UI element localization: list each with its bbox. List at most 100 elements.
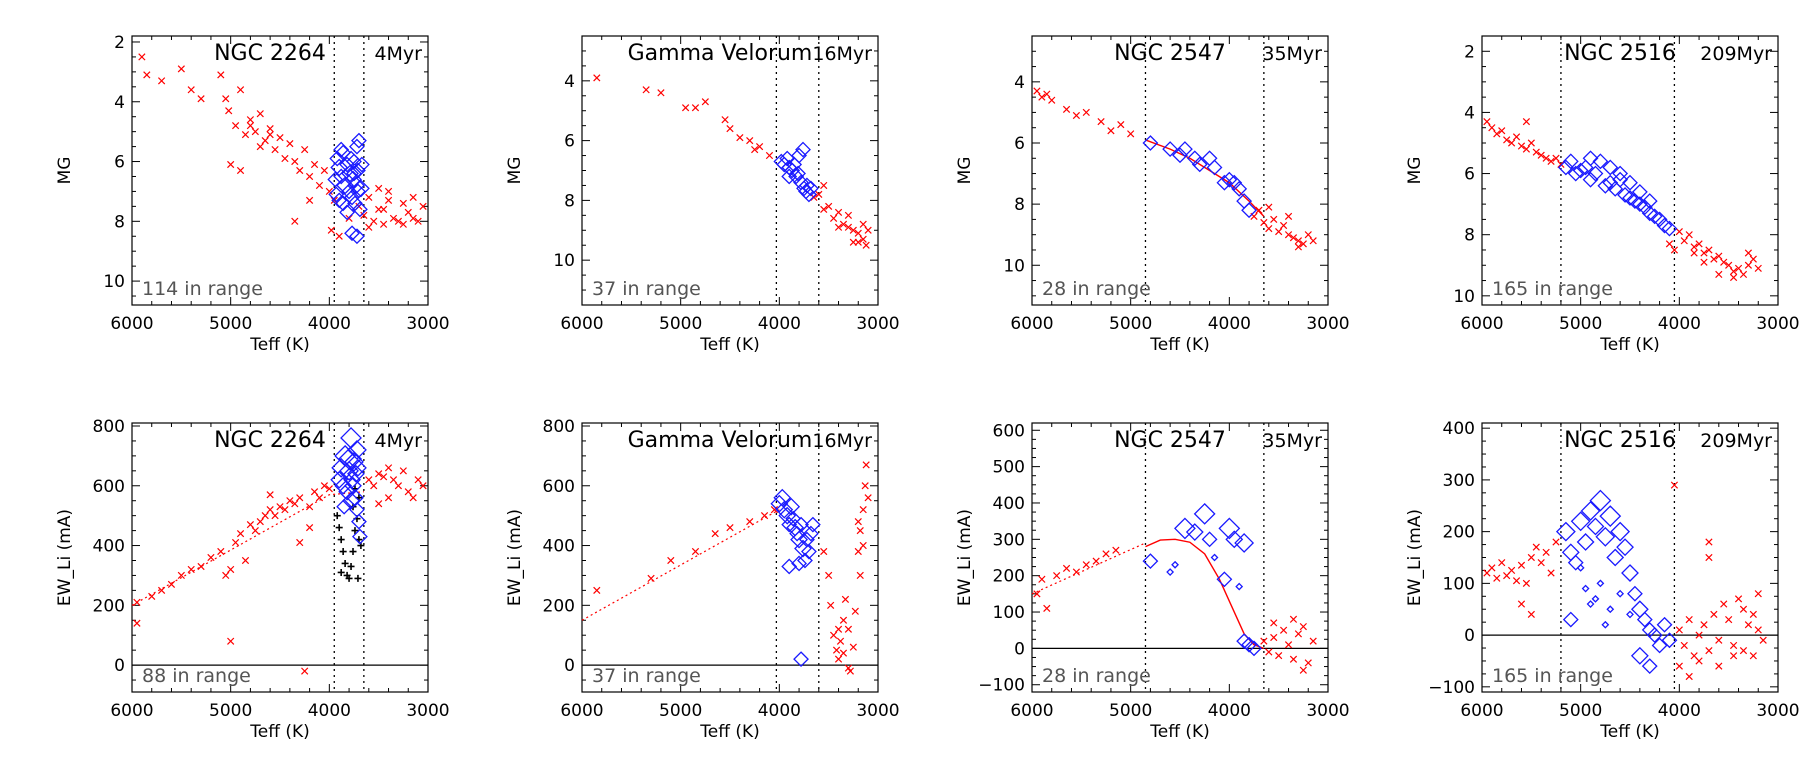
member-star-point bbox=[1595, 526, 1616, 547]
field-star-point bbox=[266, 506, 274, 514]
field-star-point bbox=[1705, 553, 1713, 562]
field-star-point bbox=[271, 145, 279, 154]
field-star-point bbox=[276, 133, 284, 142]
field-star-point bbox=[384, 187, 393, 196]
field-star-point bbox=[1700, 258, 1708, 266]
other-star-point bbox=[347, 562, 355, 570]
member-star-point bbox=[1572, 162, 1589, 179]
field-star-point bbox=[751, 145, 759, 154]
field-star-point bbox=[839, 649, 848, 657]
member-star-point bbox=[1210, 553, 1219, 562]
field-star-point bbox=[256, 110, 264, 118]
field-star-point bbox=[327, 226, 335, 234]
field-star-point bbox=[1547, 157, 1555, 165]
member-star-point bbox=[352, 201, 368, 218]
x-tick-label: 6000 bbox=[1460, 314, 1503, 334]
field-star-point bbox=[379, 220, 388, 228]
field-star-point bbox=[256, 142, 264, 151]
field-star-point bbox=[1072, 568, 1081, 576]
cluster-name: NGC 2516 bbox=[1564, 428, 1676, 453]
member-star-point bbox=[1646, 208, 1663, 225]
field-star-point bbox=[849, 643, 857, 651]
field-star-point bbox=[1670, 481, 1679, 489]
member-star-point bbox=[790, 165, 806, 182]
plot-frame bbox=[131, 422, 429, 693]
other-star-point bbox=[345, 574, 353, 582]
field-star-point bbox=[841, 595, 850, 603]
field-star-point bbox=[389, 476, 398, 484]
member-star-point bbox=[770, 494, 789, 513]
trend-line bbox=[581, 509, 780, 621]
field-star-point bbox=[399, 220, 407, 228]
y-tick-label: 200 bbox=[93, 596, 125, 616]
field-star-point bbox=[1744, 621, 1753, 629]
range-count-note: 165 in range bbox=[1492, 278, 1613, 300]
field-star-point bbox=[1754, 626, 1762, 634]
field-star-point bbox=[859, 220, 867, 228]
field-star-point bbox=[827, 601, 835, 609]
member-star-point bbox=[1562, 611, 1579, 628]
member-star-point bbox=[340, 427, 362, 449]
field-star-point bbox=[1754, 264, 1762, 272]
member-star-point bbox=[781, 168, 798, 185]
member-star-point bbox=[346, 488, 364, 507]
y-tick-label: 300 bbox=[1443, 471, 1475, 491]
panel-1-2: 6000 5000 4000 3000 Teff (K) −100 0 100 200 300 40… bbox=[955, 421, 1350, 742]
member-star-point bbox=[328, 186, 345, 203]
field-star-point bbox=[864, 494, 872, 502]
other-star-point bbox=[337, 536, 345, 544]
member-star-point bbox=[1641, 205, 1658, 222]
member-star-point bbox=[799, 177, 815, 194]
field-star-point bbox=[310, 488, 319, 496]
field-star-point bbox=[1097, 117, 1105, 126]
field-star-point bbox=[856, 571, 864, 580]
field-star-point bbox=[1542, 548, 1550, 556]
other-star-point bbox=[349, 548, 357, 556]
x-tick-label: 6000 bbox=[560, 701, 603, 721]
member-star-point bbox=[796, 180, 812, 197]
member-star-point bbox=[347, 464, 365, 483]
field-star-point bbox=[296, 166, 304, 175]
y-tick-label: −100 bbox=[978, 676, 1025, 696]
member-star-point bbox=[1562, 153, 1579, 170]
x-axis-label: Teff (K) bbox=[1599, 722, 1659, 742]
other-star-point bbox=[354, 574, 362, 582]
member-star-point bbox=[351, 513, 367, 530]
field-star-point bbox=[241, 131, 250, 139]
field-star-point bbox=[1527, 139, 1535, 147]
field-star-point bbox=[266, 491, 274, 499]
range-count-note: 37 in range bbox=[592, 278, 701, 300]
field-star-point bbox=[236, 529, 245, 538]
field-star-point bbox=[1299, 240, 1307, 248]
member-star-point bbox=[1636, 611, 1653, 628]
field-star-point bbox=[301, 145, 309, 154]
field-star-point bbox=[207, 553, 215, 562]
field-star-point bbox=[1265, 224, 1273, 233]
x-tick-label: 4000 bbox=[1658, 314, 1701, 334]
member-star-point bbox=[1193, 502, 1216, 525]
member-star-point bbox=[344, 451, 364, 472]
member-star-point bbox=[781, 558, 798, 575]
field-star-point bbox=[1749, 610, 1757, 619]
member-star-point bbox=[1651, 637, 1668, 654]
member-star-point bbox=[1216, 571, 1233, 588]
y-tick-label: 6 bbox=[1464, 165, 1475, 185]
y-tick-label: 2 bbox=[1464, 42, 1475, 62]
member-star-point bbox=[793, 651, 809, 668]
x-tick-label: 5000 bbox=[1559, 314, 1602, 334]
member-star-point bbox=[791, 147, 807, 164]
member-star-point bbox=[1626, 610, 1634, 619]
field-star-point bbox=[370, 482, 378, 490]
y-tick-label: 0 bbox=[1014, 639, 1025, 659]
plot-frame bbox=[1031, 35, 1329, 306]
field-star-point bbox=[384, 196, 393, 205]
member-star-point bbox=[1630, 600, 1649, 619]
field-star-point bbox=[370, 217, 378, 225]
field-star-point bbox=[851, 607, 859, 615]
member-star-point bbox=[349, 501, 365, 518]
field-star-point bbox=[325, 485, 333, 493]
member-star-point bbox=[347, 195, 363, 212]
field-star-point bbox=[1082, 108, 1090, 117]
field-star-point bbox=[1053, 572, 1061, 580]
y-tick-label: 400 bbox=[1443, 419, 1475, 439]
